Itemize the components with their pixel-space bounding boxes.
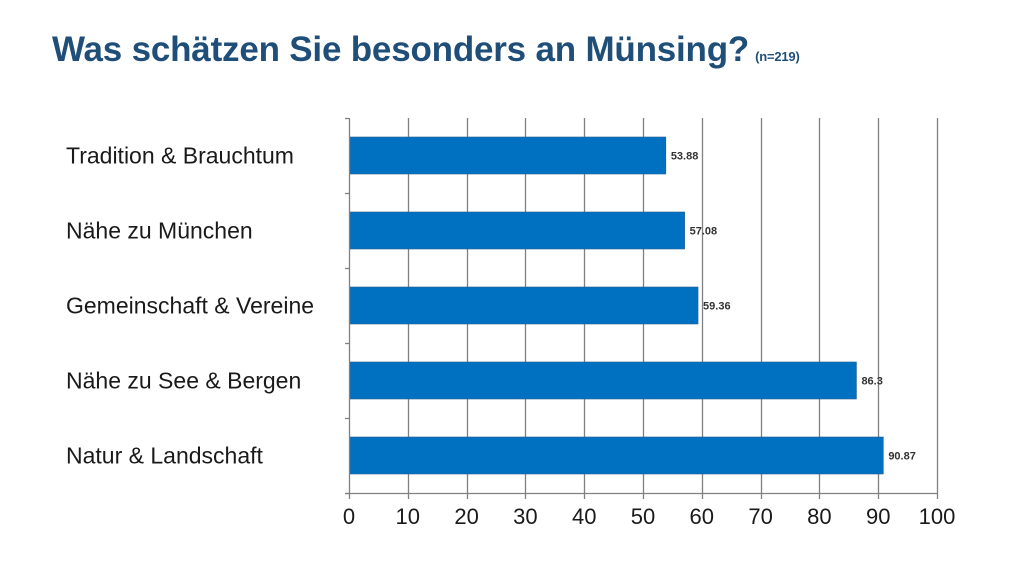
category-label: Natur & Landschaft [66,443,264,469]
data-label: 53.88 [671,151,699,163]
x-tick-label: 50 [631,504,655,529]
data-label: 90.87 [888,451,916,463]
x-tick-label: 80 [807,504,831,529]
category-label: Nähe zu München [66,218,253,244]
bar [349,361,857,400]
x-tick-label: 60 [690,504,714,529]
data-label: 86.3 [861,376,882,388]
x-tick-label: 70 [748,504,772,529]
bars [349,136,884,475]
x-tick-label: 0 [343,504,355,529]
category-label: Tradition & Brauchtum [66,143,294,169]
x-tick-label: 10 [396,504,420,529]
data-label: 59.36 [703,301,731,313]
labels: 0 10 20 30 40 50 60 70 80 90 100 Tradition & Brauch… [66,143,955,530]
title-text: Was schätzen Sie besonders an Münsing? [52,30,750,69]
x-tick-label: 30 [513,504,537,529]
bar [349,136,667,175]
category-label: Nähe zu See & Bergen [66,368,301,394]
bar [349,211,685,250]
sample-size: (n=219) [755,49,800,64]
x-tick-label: 90 [866,504,890,529]
category-label: Gemeinschaft & Vereine [66,293,314,319]
chart-title: Was schätzen Sie besonders an Münsing? (n… [52,30,800,70]
data-label: 57.08 [690,226,718,238]
axes [345,117,938,499]
x-tick-label: 20 [454,504,478,529]
x-tick-label: 100 [919,504,956,529]
bar [349,286,699,325]
bar [349,436,884,475]
x-tick-label: 40 [572,504,596,529]
